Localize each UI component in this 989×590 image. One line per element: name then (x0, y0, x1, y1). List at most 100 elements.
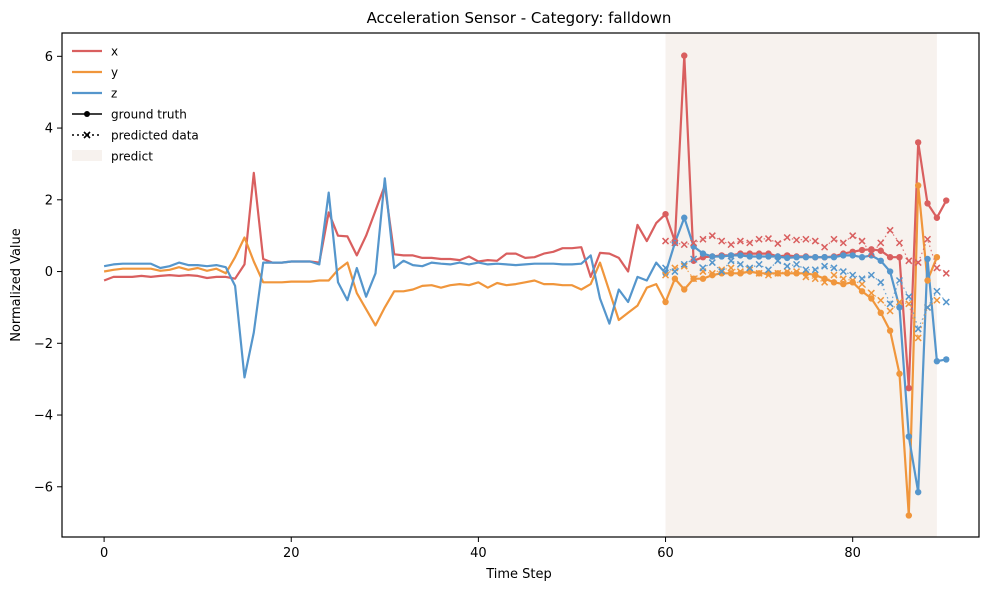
predicted-point-y (905, 300, 913, 308)
predicted-point-x (727, 241, 735, 249)
predict-region (665, 33, 937, 537)
predicted-point-z (886, 300, 894, 308)
predicted-point-x (942, 269, 950, 277)
predicted-point-x (736, 237, 744, 245)
y-axis-label: Normalized Value (9, 228, 24, 342)
predicted-point-y (680, 262, 688, 270)
x-tick-label: 60 (657, 546, 674, 561)
ground-truth-point-z (755, 253, 763, 260)
ground-truth-point-z (858, 253, 866, 261)
predicted-point-y (933, 296, 941, 304)
ground-truth-point-z (830, 253, 838, 261)
predicted-point-x (774, 240, 782, 248)
legend: xyz ground truth predicted data predict (72, 45, 199, 164)
predicted-point-z (858, 275, 866, 283)
predicted-point-z (914, 325, 922, 333)
predicted-point-y (746, 266, 754, 274)
axes-frame (61, 32, 980, 538)
predicted-point-y (708, 269, 716, 277)
predicted-point-z (821, 262, 829, 270)
predicted-point-z (905, 293, 913, 301)
legend-ground-truth-label: ground truth (111, 108, 187, 122)
ground-truth-point-y (793, 270, 800, 277)
x-tick-label: 20 (283, 546, 300, 561)
predicted-point-y (783, 268, 791, 276)
ground-truth-point-z (821, 253, 828, 261)
predicted-point-x (671, 239, 679, 247)
ground-truth-point-x (877, 247, 884, 254)
y-tick-label: −4 (34, 409, 53, 424)
ground-truth-point-y (737, 270, 744, 277)
predicted-point-x (746, 239, 754, 247)
ground-truth-point-z (943, 356, 950, 363)
ground-truth-point-y (914, 182, 922, 189)
predicted-point-z (895, 276, 903, 285)
ground-truth-point-x (681, 52, 688, 59)
ground-truth-point-y (868, 295, 875, 302)
ground-truth-point-z (868, 252, 875, 259)
predicted-point-z (933, 287, 941, 295)
y-tick-label: 6 (45, 50, 53, 65)
predicted-point-y (690, 275, 698, 283)
legend-predicted-data: predicted data (72, 129, 199, 143)
predicted-point-z (699, 264, 707, 272)
y-tick-label: 4 (45, 122, 53, 137)
y-tick-label: −6 (34, 480, 53, 495)
predicted-point-x (680, 241, 688, 249)
legend-y-label: y (111, 66, 118, 80)
predicted-point-x (708, 232, 716, 240)
predicted-point-y (811, 275, 819, 283)
predicted-point-z (727, 257, 735, 265)
plot-area (103, 33, 950, 537)
predicted-point-z (755, 260, 763, 268)
ground-truth-point-z (765, 253, 772, 260)
ground-truth-point-z (924, 255, 931, 263)
predicted-point-z (942, 298, 950, 306)
ground-truth-point-y (840, 280, 847, 288)
predicted-point-x (905, 257, 913, 265)
predicted-point-y (755, 269, 763, 277)
predicted-point-z (849, 271, 857, 279)
ground-truth-point-y (905, 512, 913, 519)
predicted-point-y (895, 298, 903, 306)
legend-predict-label: predict (111, 150, 153, 164)
predicted-point-x (718, 237, 726, 245)
predicted-point-z (718, 268, 726, 276)
legend-y: y (72, 66, 118, 80)
ground-truth-point-y (896, 370, 903, 377)
predicted-point-x (933, 264, 941, 272)
ground-truth-point-z (774, 253, 782, 260)
predicted-point-x (783, 233, 791, 242)
ground-truth-point-z (849, 252, 856, 259)
ground-truth-point-z (914, 488, 922, 496)
predicted-point-y (764, 271, 772, 279)
ground-truth-point-z (783, 254, 791, 262)
ground-truth-point-z (699, 250, 707, 257)
legend-ground-truth: ground truth (72, 108, 187, 122)
ground-truth-point-y (662, 298, 669, 306)
predicted-point-z (736, 260, 744, 268)
ground-truth-point-x (858, 246, 866, 254)
x-axis-label: Time Step (485, 567, 552, 582)
predicted-point-z (671, 268, 679, 276)
ground-truth-point-z (718, 253, 725, 260)
predicted-point-x (886, 226, 894, 234)
legend-predict: predict (72, 150, 153, 164)
predicted-point-x (895, 239, 903, 247)
ground-truth-point-x (868, 246, 875, 253)
ground-truth-point-y (886, 327, 894, 334)
predicted-point-x (849, 232, 857, 240)
x-tick-label: 0 (100, 546, 108, 561)
ground-truth-point-y (830, 279, 838, 286)
ground-truth-point-z (905, 433, 913, 440)
ground-truth-point-y (671, 275, 679, 282)
ground-truth-point-z (681, 214, 688, 221)
predicted-point-x (755, 235, 763, 243)
predicted-point-y (774, 269, 782, 277)
ground-truth-point-y (877, 309, 884, 317)
predicted-point-x (924, 235, 932, 243)
predicted-point-y (877, 296, 885, 304)
ground-truth-point-z (737, 252, 744, 259)
predicted-point-y (830, 271, 838, 279)
